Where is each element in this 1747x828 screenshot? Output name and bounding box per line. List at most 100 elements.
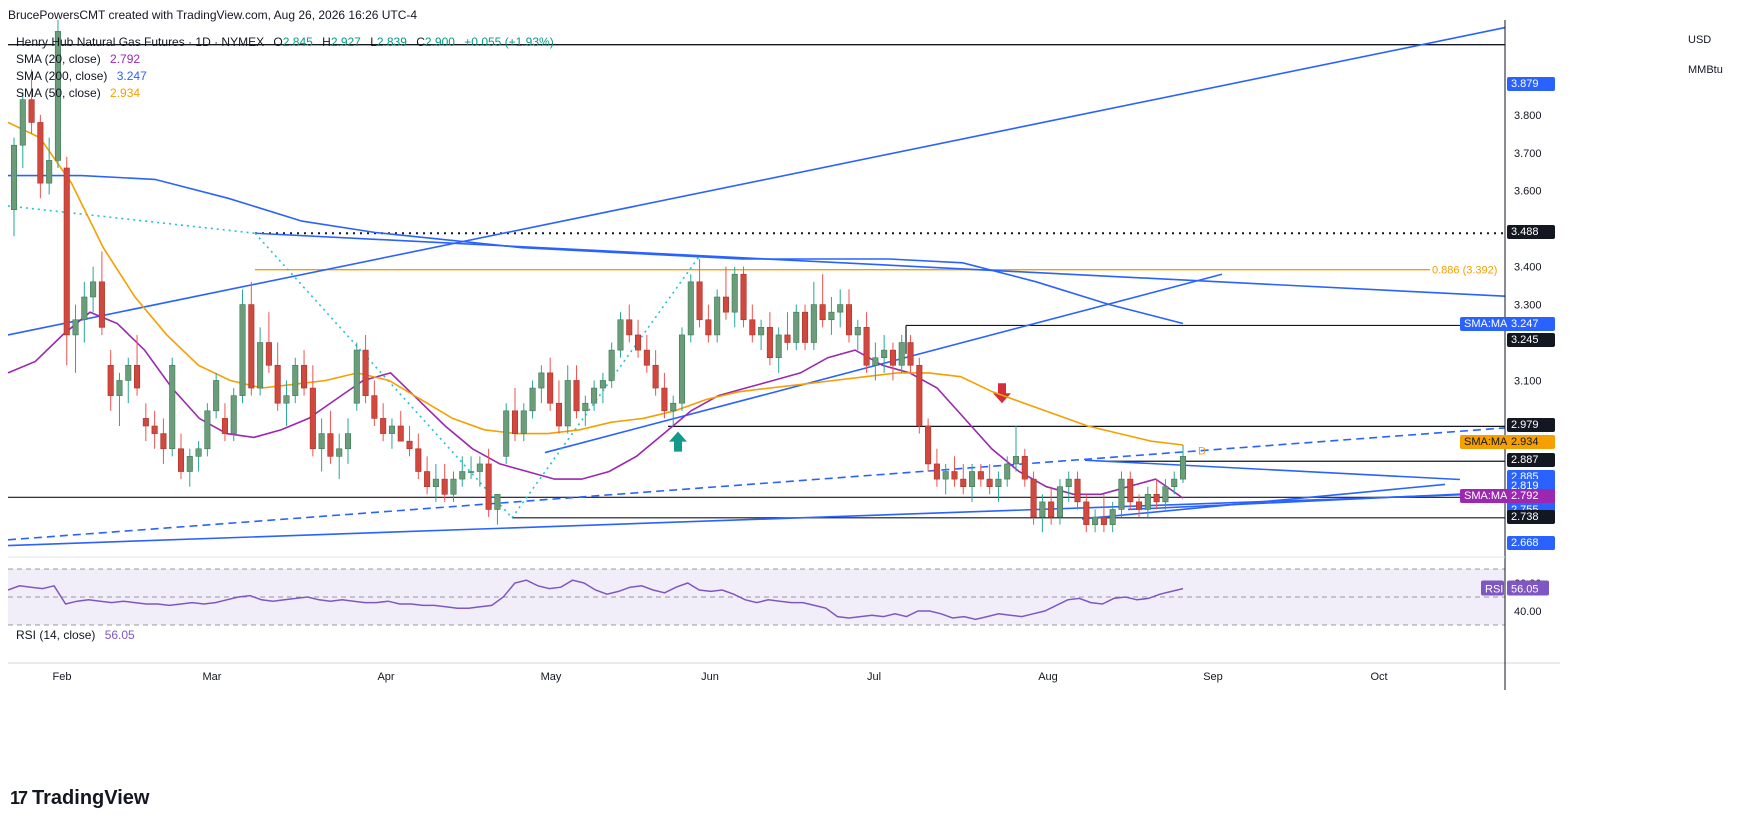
candle-body [678, 334, 686, 404]
trendline-falling-upper [254, 232, 1506, 298]
candle-body [476, 463, 483, 472]
candle-body [327, 433, 334, 457]
candle-body [151, 425, 158, 434]
unit-label[interactable]: MMBtu [1688, 64, 1723, 76]
rsi-pane [7, 568, 1505, 626]
candle-body [564, 380, 571, 427]
candle-body [1171, 478, 1178, 488]
candle-body [72, 319, 79, 336]
candle-body [687, 281, 694, 336]
change-value: +0.055 (+1.93%) [464, 35, 554, 49]
candle-body [661, 387, 668, 412]
time-tick-label: Aug [1038, 671, 1058, 683]
candle-body [10, 144, 18, 211]
candle-body [591, 387, 598, 404]
symbol-row[interactable]: Henry Hub Natural Gas Futures · 1D · NYM… [16, 34, 554, 51]
candle-body [828, 311, 835, 321]
legend-sma20[interactable]: SMA (20, close) 2.792 [16, 51, 554, 68]
candle-body [503, 410, 510, 457]
candle-body [1100, 516, 1107, 525]
up-arrow-icon [669, 431, 687, 452]
low-value: 2.839 [376, 35, 407, 49]
candle-body [731, 273, 738, 313]
candle-body [933, 463, 940, 480]
candle-body [1162, 486, 1169, 503]
rsi-tag-right-text: 56.05 [1511, 584, 1539, 596]
candle-body [722, 296, 729, 313]
candle-body [670, 402, 677, 412]
trendline-wedge-bottom-2 [1127, 491, 1506, 511]
candle-body [54, 31, 61, 161]
candle-body [837, 304, 844, 313]
candle-body [635, 334, 642, 351]
candle-body [459, 471, 466, 480]
candle-body [538, 372, 545, 389]
trendline-dashed [7, 427, 1506, 541]
axes: 60.0040.00RSI56.053.8003.7003.6003.4003.… [8, 20, 1560, 690]
candle-body [740, 273, 747, 321]
tradingview-logo[interactable]: 17 TradingView [10, 787, 149, 810]
candle-body [46, 160, 53, 184]
price-tick-label: 3.700 [1514, 148, 1542, 160]
down-arrow-icon [993, 383, 1011, 404]
symbol-title: Henry Hub Natural Gas Futures · 1D · NYM… [16, 35, 265, 49]
candle-body [239, 304, 246, 396]
candle-body [292, 364, 299, 396]
candle-body [1048, 501, 1055, 518]
high-value: 2.927 [330, 35, 361, 49]
fib-label: 0.886 (3.392) [1432, 265, 1497, 277]
harmonic-leg [254, 232, 513, 519]
price-tag: SMA:MA [1460, 435, 1512, 450]
currency-label[interactable]: USD [1688, 34, 1712, 46]
candle-body [213, 380, 220, 412]
candle-body [344, 433, 352, 450]
candle-body [1136, 501, 1143, 510]
candle-body [90, 281, 97, 298]
sma20-label: SMA (20, close) [16, 52, 101, 66]
price-tag: 2.668 [1507, 536, 1555, 551]
candle-body [397, 425, 404, 442]
time-tick-label: Mar [203, 671, 222, 683]
candle-body [1144, 493, 1151, 510]
candle-body [749, 319, 756, 336]
open-label: O [273, 35, 283, 49]
candle-body [1039, 501, 1046, 518]
candle-body [336, 448, 343, 457]
candle-body [1092, 516, 1099, 525]
candle-body [248, 304, 255, 389]
legend-sma50[interactable]: SMA (50, close) 2.934 [16, 85, 554, 102]
candle-body [1004, 463, 1011, 480]
candle-body [283, 395, 290, 404]
candle-body [547, 372, 554, 404]
candle-body [81, 296, 88, 321]
candle-body [63, 167, 70, 336]
candle-body [257, 342, 264, 389]
rsi-tick-label: 40.00 [1514, 606, 1542, 618]
candle-body [221, 418, 228, 434]
candle-body [441, 478, 448, 495]
candle-body [1030, 478, 1037, 518]
price-tag: 3.247 [1507, 316, 1555, 331]
candle-body [626, 319, 633, 336]
candle-body [230, 395, 237, 434]
candle-body [1012, 456, 1020, 465]
candle-body [1083, 501, 1090, 525]
trendline-wedge-top [1084, 459, 1461, 481]
price-tick-label: 3.600 [1514, 186, 1542, 198]
candle-body [845, 304, 853, 336]
candle-body [19, 99, 26, 146]
pattern-point-label: D [1198, 445, 1206, 457]
rsi-line [7, 579, 1184, 621]
candle-body [142, 418, 149, 427]
candle-body [995, 478, 1002, 488]
candle-body [766, 327, 773, 358]
candle-body [925, 425, 932, 465]
rsi-label: RSI (14, close) [16, 628, 96, 642]
price-tag: 2.738 [1507, 509, 1555, 524]
candle-body [793, 311, 800, 343]
candle-body [362, 349, 369, 396]
legend-sma200[interactable]: SMA (200, close) 3.247 [16, 68, 554, 85]
rsi-legend[interactable]: RSI (14, close) 56.05 [16, 628, 135, 642]
candle-body [1179, 456, 1187, 480]
